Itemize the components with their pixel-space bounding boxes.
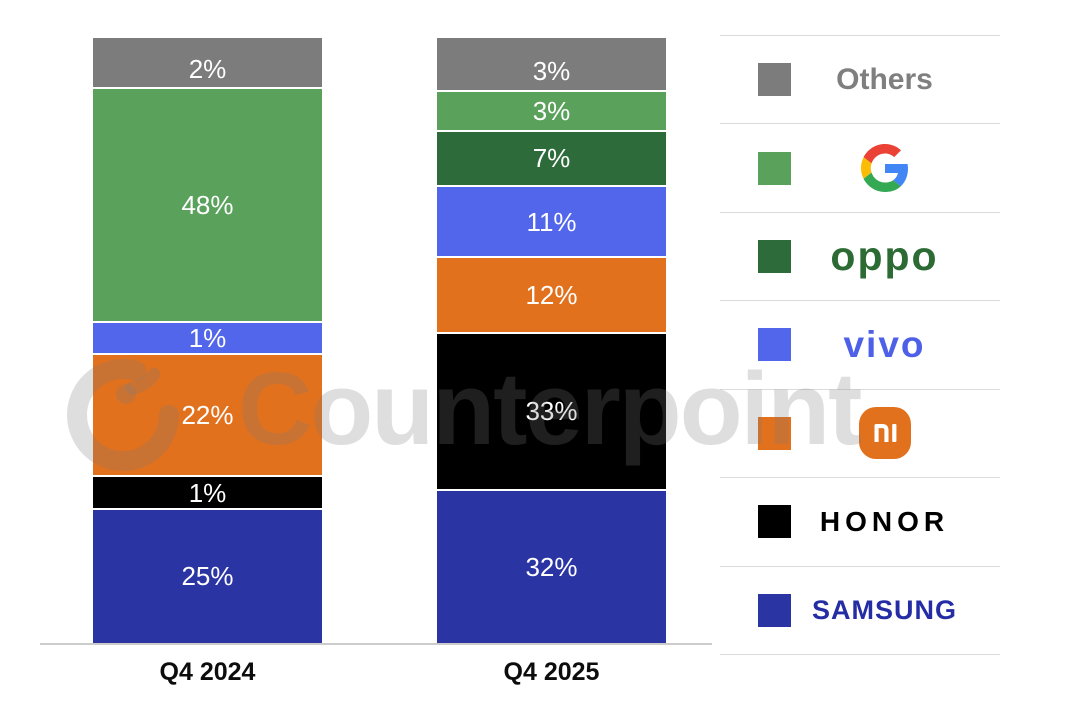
segment-value-label: 3% (532, 55, 571, 86)
segment-value-label: 32% (525, 552, 578, 583)
mi-glyph-icon (874, 424, 896, 443)
bar-segment-vivo-q4-2024: 1% (93, 320, 322, 353)
bar-segment-mi-q4-2024: 22% (93, 352, 322, 476)
bar-segment-oppo-q4-2025: 7% (437, 129, 666, 186)
legend-item-oppo: oppo (720, 211, 1000, 300)
bar-segment-google-q4-2024: 48% (93, 86, 322, 321)
bar-q4-2025: 3% 3% 7% 11% 12% 33% 32% (437, 38, 666, 644)
segment-value-label: 25% (181, 561, 234, 592)
x-axis-label-q4-2025: Q4 2025 (503, 658, 600, 686)
honor-logo-text: HONOR (819, 505, 950, 537)
bar-segment-samsung-q4-2025: 32% (437, 489, 666, 644)
segment-value-label: 33% (525, 396, 578, 427)
others-logo-text: Others (836, 62, 933, 96)
legend: Others oppo vivo HONOR SAMSUNG (720, 35, 1000, 655)
bar-segment-others-q4-2025: 3% (437, 38, 666, 90)
bar-segment-honor-q4-2024: 1% (93, 475, 322, 508)
legend-item-vivo: vivo (720, 300, 1000, 388)
bar-segment-vivo-q4-2025: 11% (437, 185, 666, 257)
google-logo (791, 144, 978, 193)
legend-swatch-samsung (758, 593, 791, 627)
legend-swatch-google (758, 151, 791, 185)
legend-swatch-others (758, 63, 791, 97)
legend-item-google (720, 123, 1000, 211)
samsung-logo-text: SAMSUNG (811, 594, 957, 625)
google-g-icon (860, 144, 908, 193)
bar-q4-2024: 2% 48% 1% 22% 1% 25% (93, 38, 322, 643)
mi-logo (791, 407, 978, 460)
vivo-logo: vivo (791, 326, 978, 363)
honor-logo: HONOR (791, 505, 978, 537)
bar-segment-google-q4-2025: 3% (437, 89, 666, 130)
segment-value-label: 48% (181, 189, 234, 220)
oppo-logo-text: oppo (830, 233, 939, 280)
samsung-logo: SAMSUNG (791, 594, 978, 625)
bar-segment-samsung-q4-2024: 25% (93, 507, 322, 643)
x-axis-line (40, 643, 712, 645)
segment-value-label: 3% (532, 95, 571, 126)
mi-badge (858, 407, 911, 460)
segment-value-label: 1% (188, 322, 227, 353)
vivo-logo-text: vivo (843, 324, 926, 366)
legend-swatch-mi (758, 416, 791, 450)
bar-segment-others-q4-2024: 2% (93, 38, 322, 87)
legend-swatch-oppo (758, 240, 791, 274)
segment-value-label: 11% (526, 206, 577, 237)
bar-segment-mi-q4-2025: 12% (437, 256, 666, 332)
segment-value-label: 22% (181, 400, 234, 431)
segment-value-label: 1% (188, 477, 227, 508)
legend-swatch-vivo (758, 328, 791, 362)
x-axis-label-q4-2024: Q4 2024 (159, 658, 256, 686)
bar-segment-honor-q4-2025: 33% (437, 331, 666, 490)
legend-item-honor: HONOR (720, 477, 1000, 565)
segment-value-label: 2% (188, 54, 227, 85)
segment-value-label: 12% (525, 279, 578, 310)
legend-item-mi (720, 388, 1000, 477)
legend-item-others: Others (720, 35, 1000, 123)
legend-swatch-honor (758, 505, 791, 539)
others-logo: Others (791, 62, 978, 96)
legend-item-samsung: SAMSUNG (720, 565, 1000, 655)
segment-value-label: 7% (532, 143, 571, 174)
oppo-logo: oppo (791, 236, 978, 277)
